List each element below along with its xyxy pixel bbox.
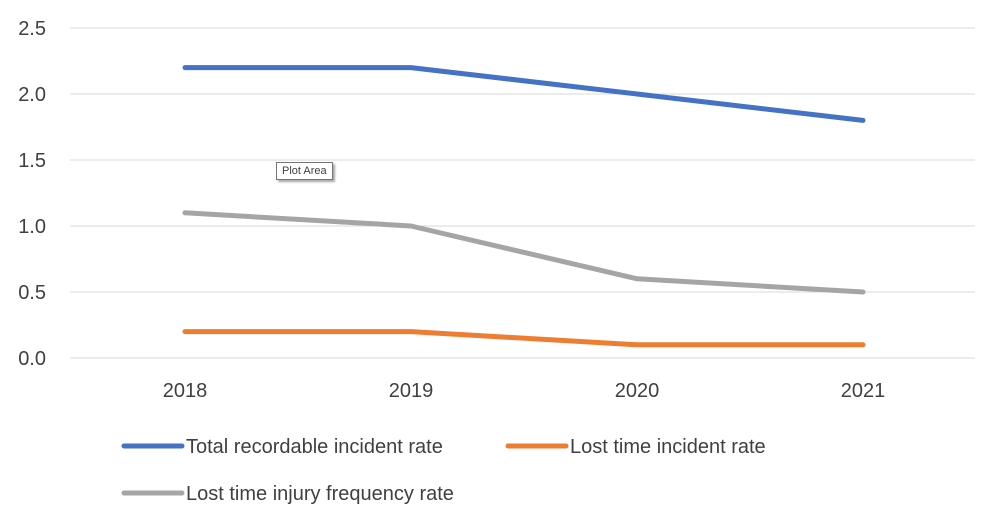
- y-tick-label: 2.5: [18, 18, 46, 40]
- x-tick-label: 2020: [615, 380, 660, 402]
- gridlines: [70, 27, 975, 359]
- legend-label-1: Total recordable incident rate: [186, 436, 443, 458]
- series-line-2[interactable]: [182, 329, 866, 348]
- y-axis-ticks: 0.0 0.5 1.0 1.5 2.0 2.5: [18, 18, 46, 370]
- y-tick-label: 1.0: [18, 216, 46, 238]
- x-tick-label: 2019: [389, 380, 434, 402]
- series-line-3[interactable]: [182, 210, 866, 295]
- x-tick-label: 2021: [841, 380, 886, 402]
- legend-label-2: Lost time incident rate: [570, 436, 766, 458]
- series-line-1[interactable]: [182, 65, 866, 123]
- legend: Total recordable incident rate Lost time …: [121, 436, 766, 505]
- series-lines: [182, 65, 866, 348]
- x-axis-ticks: 2018 2019 2020 2021: [163, 380, 886, 402]
- y-tick-label: 0.0: [18, 348, 46, 370]
- y-tick-label: 1.5: [18, 150, 46, 172]
- y-tick-label: 2.0: [18, 84, 46, 106]
- x-tick-label: 2018: [163, 380, 208, 402]
- y-tick-label: 0.5: [18, 282, 46, 304]
- legend-label-3: Lost time injury frequency rate: [186, 483, 454, 505]
- plot-area-tooltip: Plot Area: [276, 162, 333, 180]
